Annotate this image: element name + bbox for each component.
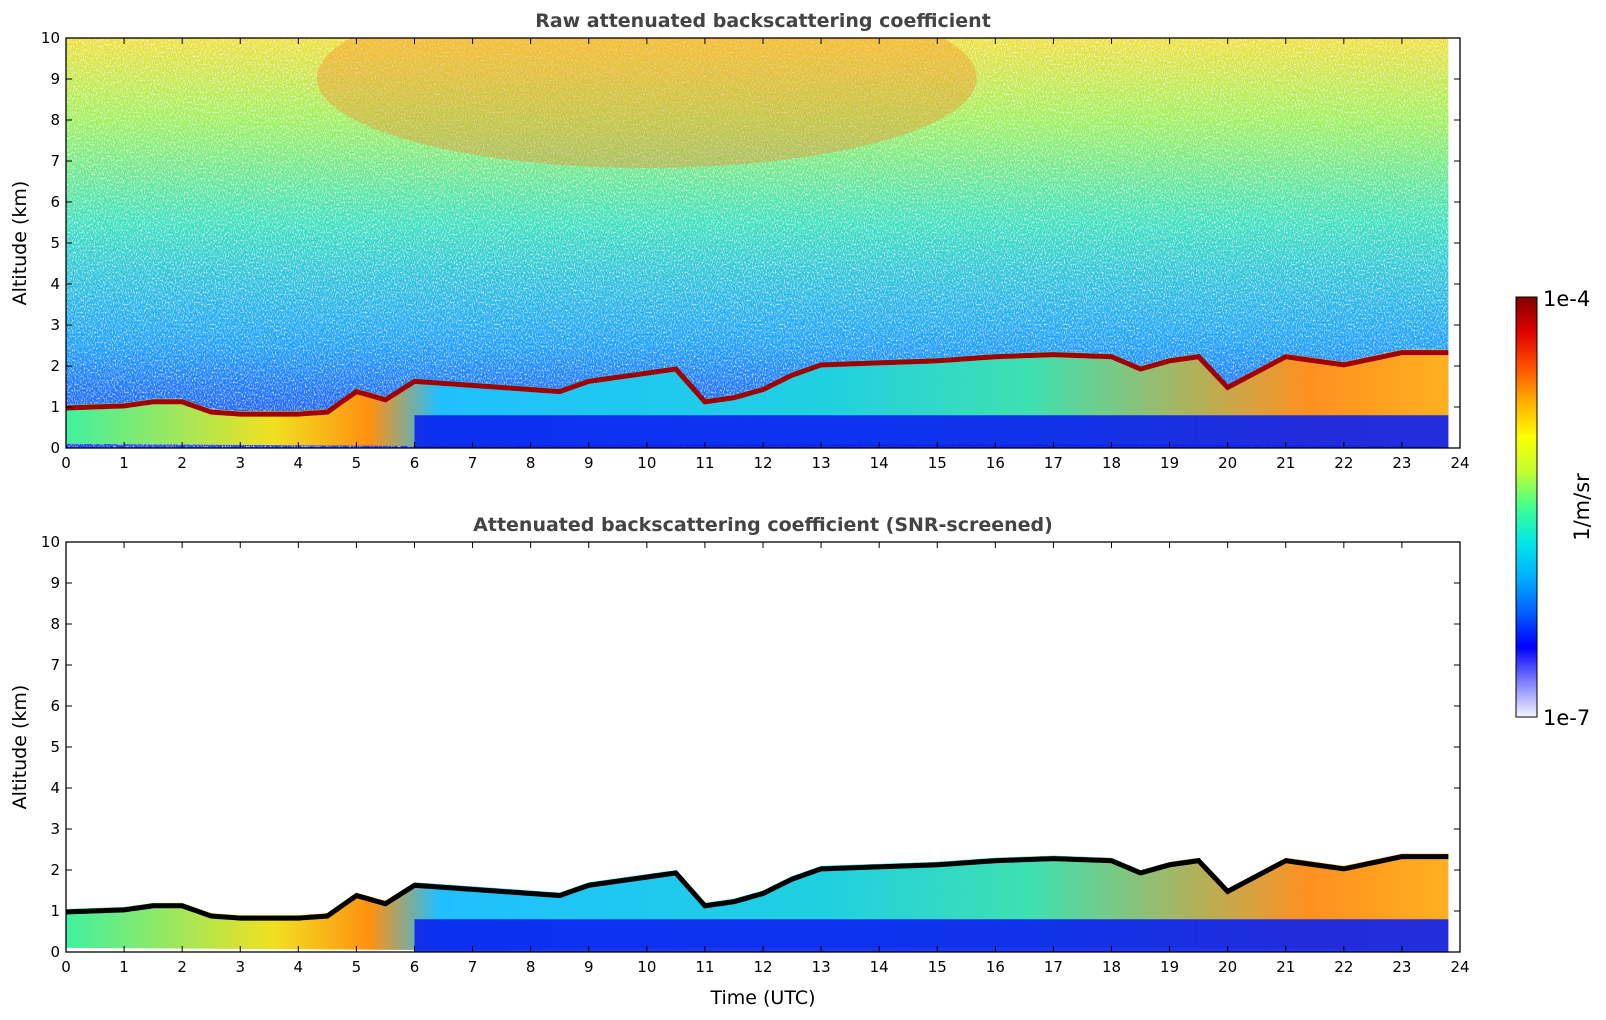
x-tick-label: 11 xyxy=(695,454,714,472)
x-tick-label: 11 xyxy=(695,958,714,976)
x-tick-label: 19 xyxy=(1160,958,1179,976)
colorbar-unit-label: 1/m/sr xyxy=(1570,473,1594,541)
y-tick-label: 4 xyxy=(50,779,60,797)
x-tick-label: 5 xyxy=(352,454,362,472)
y-tick-label: 8 xyxy=(50,615,60,633)
x-tick-label: 2 xyxy=(177,454,187,472)
x-tick-label: 12 xyxy=(753,958,772,976)
x-tick-label: 12 xyxy=(753,454,772,472)
x-tick-label: 9 xyxy=(584,958,594,976)
x-tick-label: 1 xyxy=(119,454,129,472)
y-tick-label: 6 xyxy=(50,697,60,715)
y-tick-label: 1 xyxy=(50,902,60,920)
y-tick-label: 4 xyxy=(50,275,60,293)
raw-heatmap-layer xyxy=(66,38,1449,448)
y-tick-label: 7 xyxy=(50,656,60,674)
raw-boundary-layer xyxy=(66,349,1449,448)
raw-y-axis-label: Altitude (km) xyxy=(9,181,31,306)
raw-y-ticks: 0 1 2 3 4 5 6 7 8 9 10 xyxy=(41,29,1460,457)
x-tick-label: 7 xyxy=(468,454,478,472)
x-tick-label: 16 xyxy=(986,958,1005,976)
y-tick-label: 2 xyxy=(50,357,60,375)
x-tick-label: 0 xyxy=(61,958,71,976)
x-tick-label: 22 xyxy=(1334,958,1353,976)
colorbar: 1e-4 1e-7 1/m/sr xyxy=(1515,287,1594,730)
x-tick-label: 14 xyxy=(870,958,889,976)
x-tick-label: 6 xyxy=(410,958,420,976)
colorbar-min-label: 1e-7 xyxy=(1543,706,1590,730)
x-tick-label: 23 xyxy=(1392,958,1411,976)
y-tick-label: 8 xyxy=(50,111,60,129)
x-tick-label: 21 xyxy=(1276,958,1295,976)
x-tick-label: 20 xyxy=(1218,958,1237,976)
x-tick-label: 3 xyxy=(235,958,245,976)
y-tick-label: 3 xyxy=(50,820,60,838)
y-tick-label: 9 xyxy=(50,70,60,88)
x-tick-label: 17 xyxy=(1044,958,1063,976)
x-tick-label: 15 xyxy=(928,454,947,472)
cloud-base-line xyxy=(66,854,1449,921)
y-tick-label: 1 xyxy=(50,398,60,416)
x-tick-label: 5 xyxy=(352,958,362,976)
y-tick-label: 10 xyxy=(41,29,60,47)
y-tick-label: 6 xyxy=(50,193,60,211)
screened-x-ticks: 0 1 2 3 4 5 6 7 8 9 10 11 12 13 14 15 16 17 18 19 20 21 22 23 24 xyxy=(61,542,1470,976)
residual-layer xyxy=(414,919,1449,952)
x-tick-label: 8 xyxy=(526,958,536,976)
cloud-base-line xyxy=(66,350,1449,417)
screened-y-axis-label: Altitude (km) xyxy=(9,685,31,810)
screened-y-ticks: 0 1 2 3 4 5 6 7 8 9 10 xyxy=(41,533,1460,961)
x-axis-label: Time (UTC) xyxy=(709,987,815,1009)
screened-panel-title: Attenuated backscattering coefficient (S… xyxy=(473,514,1053,536)
x-tick-label: 13 xyxy=(812,454,831,472)
x-tick-label: 8 xyxy=(526,454,536,472)
x-tick-label: 15 xyxy=(928,958,947,976)
x-tick-label: 17 xyxy=(1044,454,1063,472)
x-tick-label: 2 xyxy=(177,958,187,976)
colorbar-max-label: 1e-4 xyxy=(1543,287,1590,311)
x-tick-label: 4 xyxy=(294,958,304,976)
x-tick-label: 19 xyxy=(1160,454,1179,472)
residual-layer xyxy=(414,415,1449,448)
raw-panel-title: Raw attenuated backscattering coefficien… xyxy=(535,10,991,32)
x-tick-label: 14 xyxy=(870,454,889,472)
x-tick-label: 16 xyxy=(986,454,1005,472)
x-tick-label: 22 xyxy=(1334,454,1353,472)
x-tick-label: 23 xyxy=(1392,454,1411,472)
x-tick-label: 10 xyxy=(637,454,656,472)
x-tick-label: 20 xyxy=(1218,454,1237,472)
upper-signal-enhancement xyxy=(316,38,977,168)
x-tick-label: 24 xyxy=(1450,958,1469,976)
x-tick-label: 7 xyxy=(468,958,478,976)
x-tick-label: 1 xyxy=(119,958,129,976)
x-tick-label: 3 xyxy=(235,454,245,472)
y-tick-label: 5 xyxy=(50,234,60,252)
x-tick-label: 10 xyxy=(637,958,656,976)
raw-backscatter-panel: Raw attenuated backscattering coefficien… xyxy=(9,10,1470,472)
y-tick-label: 5 xyxy=(50,738,60,756)
raw-x-ticks: 0 1 2 3 4 5 6 7 8 9 10 11 12 13 14 15 16 17 18 19 20 21 22 23 24 xyxy=(61,38,1470,472)
y-tick-label: 2 xyxy=(50,861,60,879)
y-tick-label: 0 xyxy=(50,439,60,457)
x-tick-label: 9 xyxy=(584,454,594,472)
x-tick-label: 13 xyxy=(812,958,831,976)
x-tick-label: 6 xyxy=(410,454,420,472)
x-tick-label: 24 xyxy=(1450,454,1469,472)
screened-boundary-layer xyxy=(66,853,1449,952)
screened-backscatter-panel: Attenuated backscattering coefficient (S… xyxy=(9,514,1470,1009)
y-tick-label: 10 xyxy=(41,533,60,551)
y-tick-label: 9 xyxy=(50,574,60,592)
x-tick-label: 0 xyxy=(61,454,71,472)
x-tick-label: 18 xyxy=(1102,454,1121,472)
x-tick-label: 4 xyxy=(294,454,304,472)
colorbar-gradient xyxy=(1515,296,1538,718)
x-tick-label: 18 xyxy=(1102,958,1121,976)
x-tick-label: 21 xyxy=(1276,454,1295,472)
y-tick-label: 3 xyxy=(50,316,60,334)
y-tick-label: 7 xyxy=(50,152,60,170)
y-tick-label: 0 xyxy=(50,943,60,961)
